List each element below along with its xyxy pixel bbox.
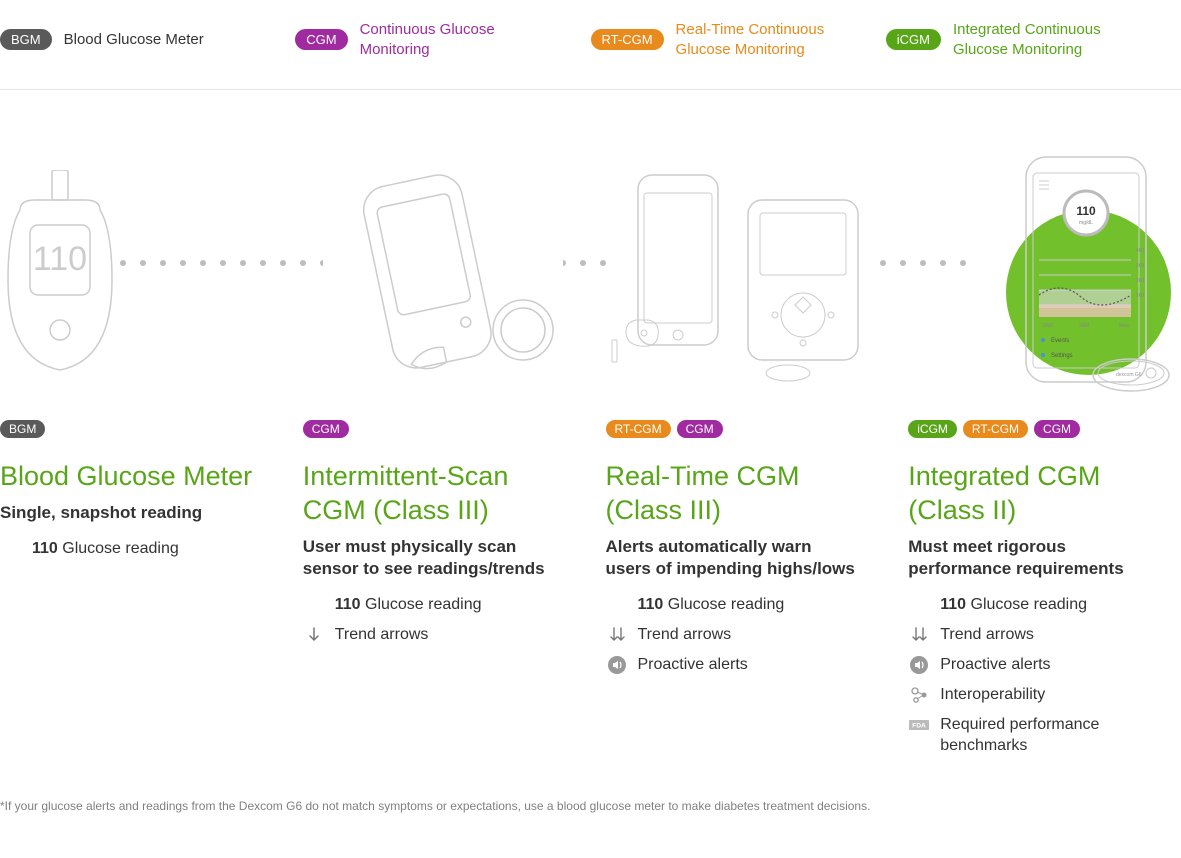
col-subtitle: User must physically scan sensor to see … — [303, 536, 556, 580]
svg-text:Now: Now — [1119, 323, 1129, 329]
legend-label: Blood Glucose Meter — [64, 30, 204, 50]
feature-trend: Trend arrows — [606, 624, 859, 646]
receibadges: RT-CGM CGM — [606, 420, 859, 438]
reading-icon — [908, 594, 930, 616]
badges: CGM — [303, 420, 556, 438]
badges: BGM — [0, 420, 253, 438]
feature-reading: 110 Glucose reading — [908, 594, 1161, 616]
legend-item-bgm: BGM Blood Glucose Meter — [0, 20, 295, 59]
svg-text:300: 300 — [1136, 263, 1145, 269]
info-col-bgm: BGM Blood Glucose Meter Single, snapshot… — [0, 420, 273, 765]
legend-row: BGM Blood Glucose Meter CGM Continuous G… — [0, 20, 1181, 89]
badge-rtcgm: RT-CGM — [606, 420, 671, 438]
legend-item-rtcgm: RT-CGM Real-Time Continuous Glucose Moni… — [591, 20, 886, 59]
badge-icgm: iCGM — [908, 420, 957, 438]
badge-cgm: CGM — [1034, 420, 1080, 438]
feature-fda: FDA Required performance benchmarks — [908, 714, 1161, 757]
nodes-icon — [908, 684, 930, 706]
reading-icon — [606, 594, 628, 616]
divider — [0, 89, 1181, 90]
device-rtcgm — [591, 150, 886, 400]
badge-icgm: iCGM — [886, 29, 941, 50]
info-col-icgm: iCGM RT-CGM CGM Integrated CGM (Class II… — [908, 420, 1181, 765]
feature-trend: Trend arrows — [303, 624, 556, 646]
col-title: Intermittent-Scan CGM (Class III) — [303, 460, 556, 528]
legend-label: Continuous Glucose Monitoring — [360, 20, 540, 59]
svg-text:200: 200 — [1136, 278, 1145, 284]
badge-cgm: CGM — [295, 29, 347, 50]
feature-alerts: Proactive alerts — [606, 654, 859, 676]
svg-text:Settings: Settings — [1051, 353, 1073, 359]
legend-item-icgm: iCGM Integrated Continuous Glucose Monit… — [886, 20, 1181, 59]
info-col-rtcgm: RT-CGM CGM Real-Time CGM (Class III) Ale… — [606, 420, 879, 765]
feature-reading: 110 Glucose reading — [606, 594, 859, 616]
svg-text:dexcom G6: dexcom G6 — [1116, 372, 1142, 378]
col-title: Blood Glucose Meter — [0, 460, 253, 494]
feature-interop: Interoperability — [908, 684, 1161, 706]
badge-bgm: BGM — [0, 420, 45, 438]
phone-reading: 110 — [1076, 204, 1096, 218]
badges: iCGM RT-CGM CGM — [908, 420, 1161, 438]
badge-cgm: CGM — [677, 420, 723, 438]
col-title: Integrated CGM (Class II) — [908, 460, 1161, 528]
double-arrow-icon — [908, 624, 930, 646]
device-iscgm — [295, 150, 590, 400]
badge-rtcgm: RT-CGM — [963, 420, 1028, 438]
badge-cgm: CGM — [303, 420, 349, 438]
speaker-icon — [908, 654, 930, 676]
double-arrow-icon — [606, 624, 628, 646]
rtcgm-illustration — [608, 165, 868, 385]
col-subtitle: Must meet rigorous performance requireme… — [908, 536, 1161, 580]
bgm-illustration: 110 — [0, 170, 120, 380]
svg-text:100: 100 — [1136, 293, 1145, 299]
devices-row: 110 — [0, 150, 1181, 400]
footnote: *If your glucose alerts and readings fro… — [0, 799, 1181, 813]
fda-icon: FDA — [908, 714, 930, 736]
device-icgm: 110 mg/dL 400 300 200 100 9AM 3AM Now — [886, 150, 1181, 400]
legend-label: Real-Time Continuous Glucose Monitoring — [676, 20, 856, 59]
legend-item-cgm: CGM Continuous Glucose Monitoring — [295, 20, 590, 59]
svg-text:mg/dL: mg/dL — [1079, 220, 1093, 226]
badge-rtcgm: RT-CGM — [591, 29, 664, 50]
col-subtitle: Single, snapshot reading — [0, 502, 253, 524]
feature-reading: 110 Glucose reading — [0, 538, 253, 560]
svg-text:9AM: 9AM — [1043, 323, 1053, 329]
legend-label: Integrated Continuous Glucose Monitoring — [953, 20, 1133, 59]
device-bgm: 110 — [0, 150, 295, 400]
svg-text:110: 110 — [33, 240, 87, 278]
feature-trend: Trend arrows — [908, 624, 1161, 646]
reading-icon — [303, 594, 325, 616]
reading-icon — [0, 538, 22, 560]
info-row: BGM Blood Glucose Meter Single, snapshot… — [0, 420, 1181, 765]
col-subtitle: Alerts automatically warn users of impen… — [606, 536, 859, 580]
info-col-iscgm: CGM Intermittent-Scan CGM (Class III) Us… — [303, 420, 576, 765]
svg-text:3AM: 3AM — [1079, 323, 1089, 329]
svg-text:400: 400 — [1136, 248, 1145, 254]
icgm-illustration: 110 mg/dL 400 300 200 100 9AM 3AM Now — [971, 155, 1181, 395]
feature-reading: 110 Glucose reading — [303, 594, 556, 616]
svg-text:FDA: FDA — [912, 722, 926, 729]
svg-text:Events: Events — [1051, 338, 1069, 344]
speaker-icon — [606, 654, 628, 676]
arrow-down-icon — [303, 624, 325, 646]
feature-alerts: Proactive alerts — [908, 654, 1161, 676]
col-title: Real-Time CGM (Class III) — [606, 460, 859, 528]
badge-bgm: BGM — [0, 29, 52, 50]
iscgm-illustration — [323, 165, 563, 385]
